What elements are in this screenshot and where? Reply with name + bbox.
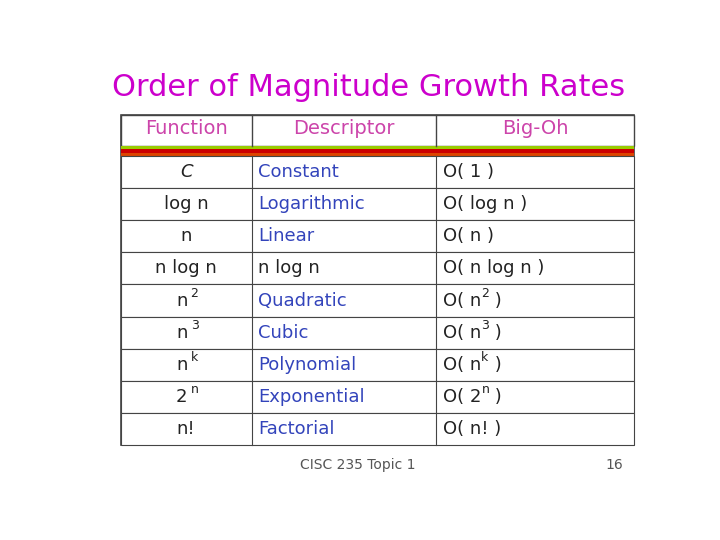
Text: ): ) <box>489 323 502 342</box>
Text: O( n ): O( n ) <box>443 227 494 245</box>
Text: n!: n! <box>177 420 195 438</box>
Text: 16: 16 <box>606 458 624 472</box>
Text: O( n: O( n <box>443 356 482 374</box>
Text: ): ) <box>489 292 502 309</box>
Text: ): ) <box>490 388 502 406</box>
Bar <box>121 156 634 188</box>
Text: n log n: n log n <box>156 259 217 278</box>
Text: Big-Oh: Big-Oh <box>502 119 569 138</box>
Text: k: k <box>482 352 489 365</box>
Text: n: n <box>176 323 187 342</box>
Text: n: n <box>482 383 490 396</box>
Text: Linear: Linear <box>258 227 315 245</box>
Bar <box>121 316 634 349</box>
Text: Polynomial: Polynomial <box>258 356 356 374</box>
Bar <box>121 252 634 285</box>
Text: O( n: O( n <box>443 292 482 309</box>
Text: Logarithmic: Logarithmic <box>258 195 365 213</box>
Bar <box>121 285 634 316</box>
Text: 3: 3 <box>482 319 489 332</box>
Bar <box>121 188 634 220</box>
Text: 2: 2 <box>482 287 489 300</box>
Text: Constant: Constant <box>258 163 339 181</box>
Text: O( n log n ): O( n log n ) <box>443 259 544 278</box>
Bar <box>121 220 634 252</box>
Text: n log n: n log n <box>258 259 320 278</box>
Text: CISC 235 Topic 1: CISC 235 Topic 1 <box>300 458 415 472</box>
Text: O( 1 ): O( 1 ) <box>443 163 494 181</box>
Bar <box>121 146 634 149</box>
Bar <box>121 114 634 146</box>
Text: C: C <box>180 163 192 181</box>
Text: n: n <box>181 227 192 245</box>
Text: O( log n ): O( log n ) <box>443 195 527 213</box>
Text: Function: Function <box>145 119 228 138</box>
Text: n: n <box>191 383 199 396</box>
Text: Factorial: Factorial <box>258 420 335 438</box>
Text: 2: 2 <box>191 287 199 300</box>
Text: Descriptor: Descriptor <box>293 119 395 138</box>
Bar <box>121 349 634 381</box>
Text: Exponential: Exponential <box>258 388 365 406</box>
Text: O( 2: O( 2 <box>443 388 482 406</box>
Bar <box>121 381 634 413</box>
Bar <box>121 149 634 152</box>
Text: ): ) <box>489 356 501 374</box>
Text: n: n <box>176 356 187 374</box>
Text: 3: 3 <box>191 319 199 332</box>
Text: log n: log n <box>164 195 209 213</box>
Text: n: n <box>176 292 187 309</box>
Text: Order of Magnitude Growth Rates: Order of Magnitude Growth Rates <box>112 73 626 102</box>
Text: O( n! ): O( n! ) <box>443 420 501 438</box>
Text: 2: 2 <box>176 388 187 406</box>
Bar <box>121 413 634 446</box>
Bar <box>121 152 634 156</box>
Text: O( n: O( n <box>443 323 482 342</box>
Text: Cubic: Cubic <box>258 323 309 342</box>
Text: k: k <box>191 352 198 365</box>
Text: Quadratic: Quadratic <box>258 292 347 309</box>
